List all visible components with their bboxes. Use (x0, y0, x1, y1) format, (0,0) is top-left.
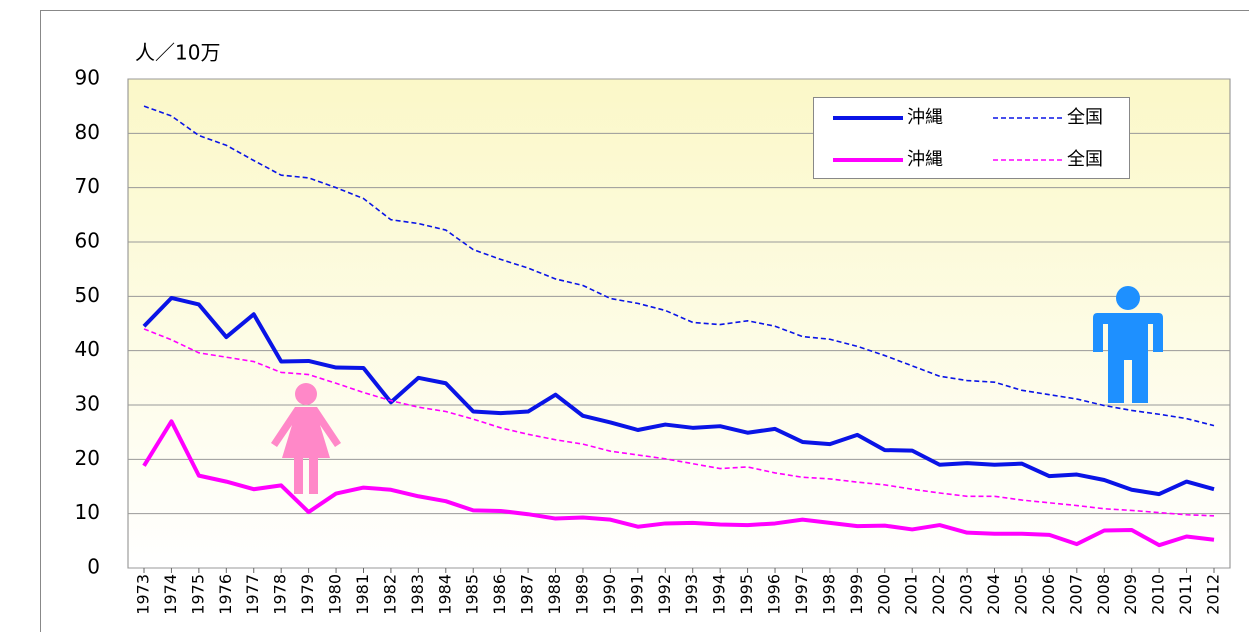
male-icon (1093, 286, 1163, 403)
y-tick-label: 0 (87, 555, 100, 579)
x-tick-label: 1974 (161, 574, 180, 615)
legend (813, 97, 1130, 179)
y-tick-label: 40 (75, 337, 100, 361)
legend-label: 全国 (1067, 107, 1103, 128)
female-icon (271, 383, 341, 494)
y-tick-label: 80 (75, 120, 100, 144)
x-tick-label: 1991 (627, 574, 646, 615)
x-tick-label: 2010 (1149, 574, 1168, 615)
series-lines (142, 105, 1215, 548)
x-tick-label: 1983 (408, 574, 427, 615)
x-tick-label: 2003 (957, 574, 976, 615)
x-tick-label: 2005 (1011, 574, 1030, 615)
x-tick-label: 1975 (188, 574, 207, 615)
x-tick-label: 1973 (134, 574, 153, 615)
x-tick-label: 1994 (710, 574, 729, 615)
x-tick-label: 2008 (1094, 574, 1113, 615)
y-tick-label: 30 (75, 392, 100, 416)
x-tick-label: 1980 (326, 574, 345, 615)
x-tick-label: 2002 (929, 574, 948, 615)
x-tick-label: 1977 (243, 574, 262, 615)
x-tick-label: 1990 (600, 574, 619, 615)
x-tick-label: 2004 (984, 574, 1003, 615)
y-axis-label: 人／10万 (135, 41, 220, 65)
x-tick-label: 1987 (518, 574, 537, 615)
x-tick-label: 1976 (216, 574, 235, 615)
series-line (143, 105, 1215, 427)
x-tick-label: 1998 (819, 574, 838, 615)
x-tick-label: 1997 (792, 574, 811, 615)
y-tick-label: 20 (75, 446, 100, 470)
x-tick-label: 2012 (1204, 574, 1223, 615)
x-tick-label: 1999 (847, 574, 866, 615)
x-tick-label: 2001 (902, 574, 921, 615)
x-tick-label: 1985 (463, 574, 482, 615)
series-line (142, 419, 1215, 548)
x-tick-label: 1992 (655, 574, 674, 615)
x-tick-label: 2007 (1066, 574, 1085, 615)
y-tick-label: 50 (75, 283, 100, 307)
x-tick-label: 1986 (490, 574, 509, 615)
x-tick-label: 1996 (765, 574, 784, 615)
x-tick-label: 2011 (1176, 574, 1195, 615)
y-tick-label: 90 (75, 66, 100, 90)
x-tick-label: 1984 (435, 574, 454, 615)
y-tick-label: 70 (75, 174, 100, 198)
x-tick-label: 1988 (545, 574, 564, 615)
x-tick-label: 1995 (737, 574, 756, 615)
x-tick-label: 1982 (380, 574, 399, 615)
x-tick-label: 1993 (682, 574, 701, 615)
x-tick-label: 1978 (271, 574, 290, 615)
legend-label: 全国 (1067, 149, 1103, 170)
x-tick-label: 1979 (298, 574, 317, 615)
y-tick-label: 60 (75, 229, 100, 253)
x-tick-label: 1981 (353, 574, 372, 615)
series-line (143, 328, 1215, 517)
x-tick-label: 2009 (1121, 574, 1140, 615)
chart-border (40, 10, 1249, 632)
y-tick-label: 10 (75, 500, 100, 524)
x-tick-label: 2006 (1039, 574, 1058, 615)
legend-label: 沖縄 (907, 149, 943, 170)
legend-label: 沖縄 (907, 107, 943, 128)
x-tick-label: 2000 (874, 574, 893, 615)
x-tick-label: 1989 (572, 574, 591, 615)
series-line (142, 295, 1215, 497)
